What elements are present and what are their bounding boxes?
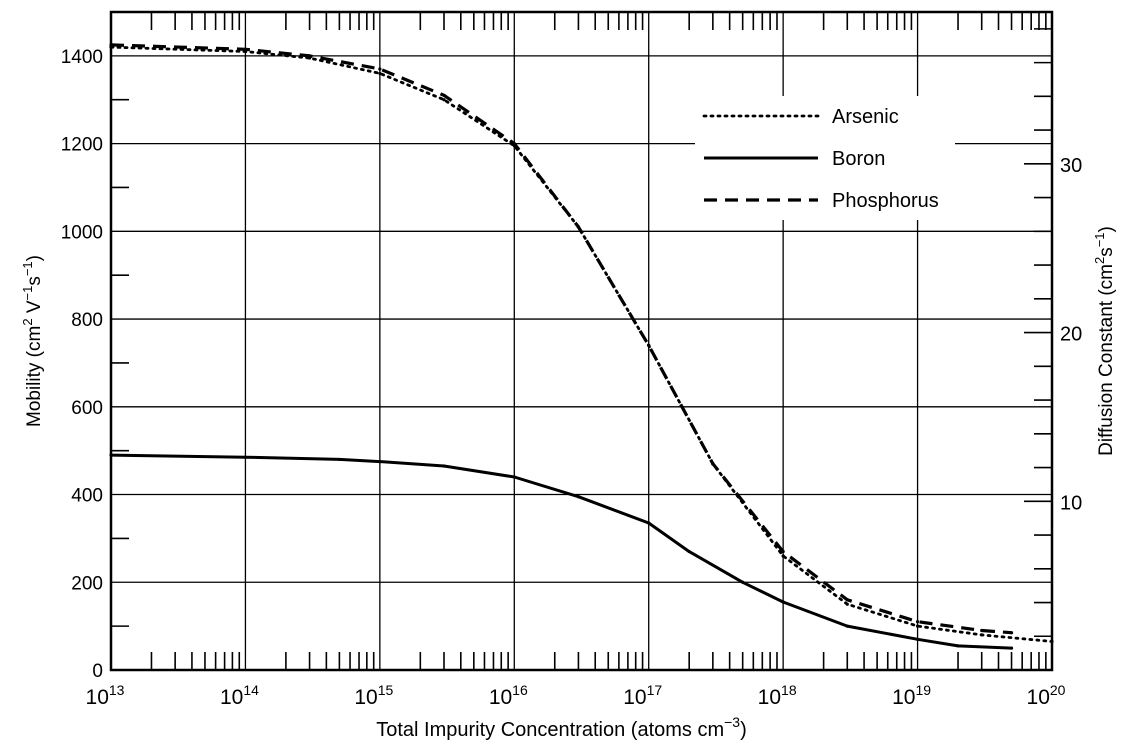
label-part: 2 bbox=[1092, 257, 1107, 264]
axis-titles: Total Impurity Concentration (atoms cm−3… bbox=[20, 226, 1117, 741]
data-point-arsenic bbox=[781, 554, 785, 558]
data-point-boron bbox=[915, 637, 920, 641]
y-tick-label: 800 bbox=[71, 310, 103, 331]
y-tick-label: 1000 bbox=[61, 222, 103, 243]
label-part: −1 bbox=[20, 261, 35, 276]
x-tick-label: 1018 bbox=[758, 682, 797, 709]
label-part: 10 bbox=[220, 686, 243, 709]
data-point-boron bbox=[845, 624, 849, 628]
label-part: 18 bbox=[781, 682, 797, 698]
axis-tick-labels: 1013 1014 1015 1016 1017 1018 1019 102002004006… bbox=[61, 47, 1083, 709]
data-point-boron bbox=[576, 495, 581, 499]
label-part: 10 bbox=[623, 686, 646, 709]
label-part: −3 bbox=[724, 714, 740, 730]
axis-ticks bbox=[111, 12, 1052, 670]
legend-label-phosphorus: Phosphorus bbox=[832, 190, 939, 212]
data-point-arsenic bbox=[442, 98, 446, 102]
label-part: s bbox=[24, 276, 45, 286]
data-point-phosphorus bbox=[576, 225, 581, 229]
data-point-phosphorus bbox=[307, 54, 312, 58]
y-tick-label: 1400 bbox=[61, 47, 103, 68]
x-tick-label: 1014 bbox=[220, 682, 259, 709]
x-tick-label: 1016 bbox=[489, 682, 528, 709]
label-part: 10 bbox=[489, 686, 512, 709]
y-tick-label: 1200 bbox=[61, 135, 103, 156]
y-tick-label: 600 bbox=[71, 398, 103, 419]
label-part: s bbox=[1096, 247, 1117, 257]
y2-tick-label: 30 bbox=[1060, 155, 1082, 177]
data-point-boron bbox=[378, 460, 382, 464]
data-point-phosphorus bbox=[647, 343, 651, 347]
legend-label-boron: Boron bbox=[832, 148, 885, 170]
data-point-phosphorus bbox=[915, 620, 920, 624]
data-point-boron bbox=[956, 644, 960, 648]
data-point-arsenic bbox=[980, 633, 984, 637]
legend: Arsenic Boron Phosphorus bbox=[695, 96, 955, 220]
x-tick-label: 1017 bbox=[623, 682, 662, 709]
y-tick-label: 200 bbox=[71, 573, 103, 594]
data-point-boron bbox=[741, 580, 745, 584]
data-point-phosphorus bbox=[781, 549, 785, 554]
data-point-boron bbox=[647, 521, 651, 525]
data-point-boron bbox=[512, 475, 516, 479]
label-part: 10 bbox=[86, 686, 109, 709]
data-point-arsenic bbox=[845, 602, 849, 606]
label-part: ) bbox=[740, 719, 747, 741]
y2-tick-label: 10 bbox=[1060, 492, 1082, 514]
label-part: V bbox=[24, 300, 45, 318]
legend-label-arsenic: Arsenic bbox=[832, 106, 899, 128]
x-tick-label: 1013 bbox=[86, 682, 125, 709]
y-axis-title: Mobility (cm2 V−1s−1) bbox=[20, 255, 45, 427]
label-part: 16 bbox=[512, 682, 528, 698]
data-point-arsenic bbox=[378, 71, 382, 76]
data-point-boron bbox=[337, 457, 341, 462]
data-point-phosphorus bbox=[980, 628, 984, 633]
data-point-boron bbox=[687, 549, 691, 554]
label-part: 17 bbox=[647, 682, 663, 698]
label-part: 13 bbox=[109, 682, 125, 698]
label-part: 2 bbox=[20, 318, 35, 325]
label-part: −1 bbox=[1092, 232, 1107, 247]
data-point-phosphorus bbox=[845, 598, 849, 602]
y2-axis-title: Diffusion Constant (cm2s−1) bbox=[1092, 226, 1117, 456]
series-line-phosphorus bbox=[110, 43, 1012, 635]
label-part: 19 bbox=[915, 682, 931, 698]
label-part: Diffusion Constant (cm bbox=[1096, 264, 1117, 456]
data-point-phosphorus bbox=[1009, 631, 1014, 635]
label-part: 10 bbox=[1027, 686, 1050, 709]
data-point-boron bbox=[1009, 646, 1014, 650]
label-part: 20 bbox=[1050, 682, 1066, 698]
label-part: 10 bbox=[758, 686, 781, 709]
data-point-phosphorus bbox=[442, 93, 446, 97]
label-part: 14 bbox=[243, 682, 259, 698]
y-tick-label: 400 bbox=[71, 486, 103, 507]
y-tick-label: 0 bbox=[92, 661, 103, 682]
label-part: 10 bbox=[354, 686, 377, 709]
data-point-phosphorus bbox=[378, 67, 382, 71]
data-point-phosphorus bbox=[512, 142, 516, 146]
data-point-boron bbox=[243, 455, 248, 459]
label-part: −1 bbox=[20, 286, 35, 301]
y2-tick-label: 20 bbox=[1060, 324, 1082, 346]
x-tick-label: 1020 bbox=[1027, 682, 1066, 709]
label-part: 10 bbox=[892, 686, 915, 709]
plot-frame bbox=[109, 10, 1054, 672]
x-tick-label: 1019 bbox=[892, 682, 931, 709]
label-part: 15 bbox=[378, 682, 394, 698]
x-axis-title: Total Impurity Concentration (atoms cm−3… bbox=[376, 714, 747, 741]
label-part: Mobility (cm bbox=[24, 326, 45, 427]
label-part: ) bbox=[24, 255, 45, 261]
x-tick-label: 1015 bbox=[354, 682, 393, 709]
data-point-boron bbox=[781, 600, 785, 604]
data-point-phosphorus bbox=[711, 462, 715, 466]
label-part: ) bbox=[1096, 226, 1117, 232]
data-point-boron bbox=[442, 464, 446, 468]
label-part: Total Impurity Concentration (atoms cm bbox=[376, 719, 724, 741]
data-point-arsenic bbox=[915, 624, 920, 628]
data-point-phosphorus bbox=[243, 47, 248, 51]
